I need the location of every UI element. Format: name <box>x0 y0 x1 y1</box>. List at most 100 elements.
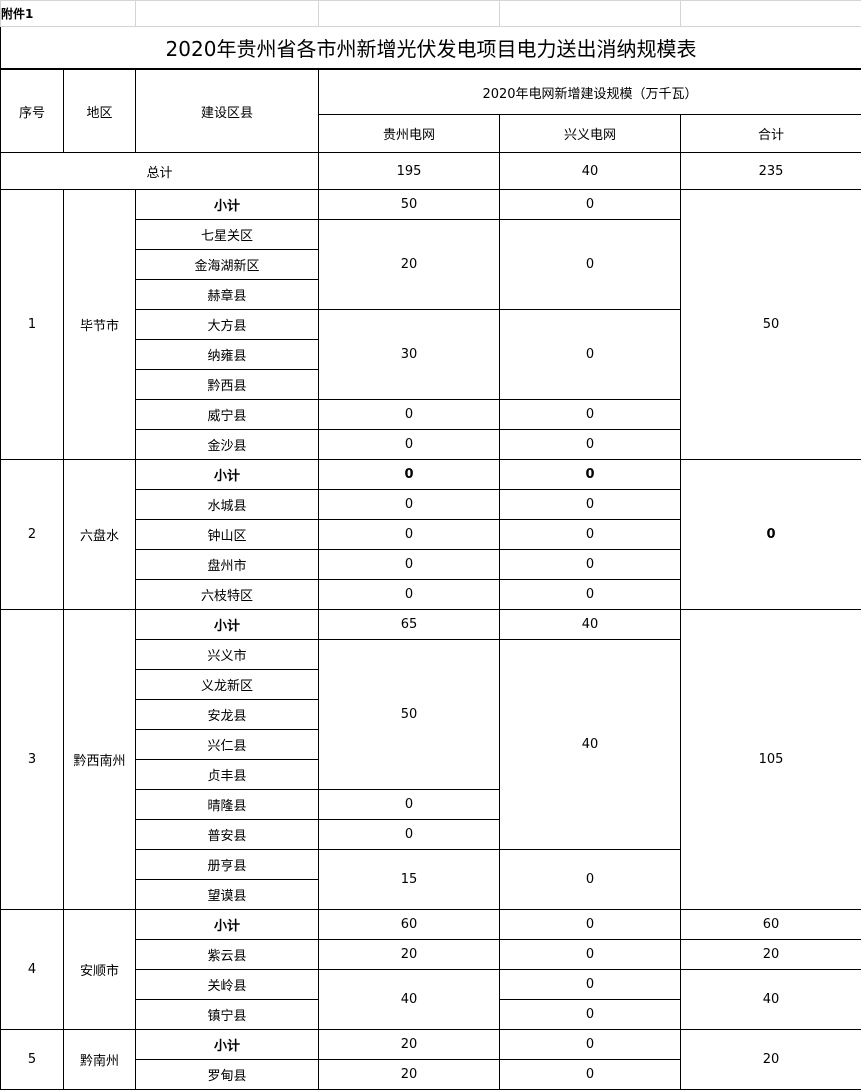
cell-xy[interactable]: 0 <box>500 970 681 1000</box>
cell-total[interactable]: 60 <box>681 910 861 940</box>
cell-xy[interactable]: 0 <box>500 940 681 970</box>
region-name[interactable]: 毕节市 <box>64 190 136 460</box>
cell-xy[interactable]: 40 <box>500 610 681 640</box>
empty-cell[interactable] <box>681 1 861 27</box>
cell-total[interactable]: 105 <box>681 610 861 910</box>
header-scale[interactable]: 2020年电网新增建设规模（万千瓦） <box>319 69 861 115</box>
county-name[interactable]: 普安县 <box>136 820 319 850</box>
county-name[interactable]: 金海湖新区 <box>136 250 319 280</box>
attachment-label[interactable]: 附件1 <box>1 1 136 27</box>
cell-xy[interactable]: 0 <box>500 220 681 310</box>
region-no[interactable]: 1 <box>1 190 64 460</box>
cell-gz[interactable]: 65 <box>319 610 500 640</box>
cell-xy[interactable]: 0 <box>500 490 681 520</box>
cell-gz[interactable]: 0 <box>319 520 500 550</box>
cell-total[interactable]: 0 <box>681 460 861 610</box>
cell-gz[interactable]: 20 <box>319 1030 500 1060</box>
region-name[interactable]: 黔西南州 <box>64 610 136 910</box>
header-county[interactable]: 建设区县 <box>136 69 319 153</box>
header-no[interactable]: 序号 <box>1 69 64 153</box>
header-region[interactable]: 地区 <box>64 69 136 153</box>
cell-xy[interactable]: 0 <box>500 1060 681 1090</box>
region-name[interactable]: 六盘水 <box>64 460 136 610</box>
county-name[interactable]: 钟山区 <box>136 520 319 550</box>
cell-gz[interactable]: 0 <box>319 550 500 580</box>
subtotal-label[interactable]: 小计 <box>136 910 319 940</box>
subtotal-label[interactable]: 小计 <box>136 1030 319 1060</box>
county-name[interactable]: 册亨县 <box>136 850 319 880</box>
header-total[interactable]: 合计 <box>681 115 861 153</box>
county-name[interactable]: 义龙新区 <box>136 670 319 700</box>
county-name[interactable]: 紫云县 <box>136 940 319 970</box>
cell-gz[interactable]: 50 <box>319 640 500 790</box>
county-name[interactable]: 晴隆县 <box>136 790 319 820</box>
cell-total[interactable]: 20 <box>681 940 861 970</box>
region-no[interactable]: 3 <box>1 610 64 910</box>
cell-xy[interactable]: 0 <box>500 580 681 610</box>
county-name[interactable]: 纳雍县 <box>136 340 319 370</box>
county-name[interactable]: 大方县 <box>136 310 319 340</box>
cell-gz[interactable]: 40 <box>319 970 500 1030</box>
region-name[interactable]: 安顺市 <box>64 910 136 1030</box>
cell-gz[interactable]: 0 <box>319 430 500 460</box>
grand-total-label[interactable]: 总计 <box>1 153 319 190</box>
cell-xy[interactable]: 0 <box>500 520 681 550</box>
county-name[interactable]: 金沙县 <box>136 430 319 460</box>
cell-gz[interactable]: 30 <box>319 310 500 400</box>
cell-gz[interactable]: 20 <box>319 1060 500 1090</box>
cell-xy[interactable]: 0 <box>500 850 681 910</box>
cell-total[interactable]: 20 <box>681 1030 861 1090</box>
page-title[interactable]: 2020年贵州省各市州新增光伏发电项目电力送出消纳规模表 <box>1 27 861 70</box>
cell-xy[interactable]: 0 <box>500 910 681 940</box>
county-name[interactable]: 赫章县 <box>136 280 319 310</box>
region-name[interactable]: 黔南州 <box>64 1030 136 1090</box>
county-name[interactable]: 六枝特区 <box>136 580 319 610</box>
cell-gz[interactable]: 60 <box>319 910 500 940</box>
cell-gz[interactable]: 15 <box>319 850 500 910</box>
cell-total[interactable]: 50 <box>681 190 861 460</box>
cell-xy[interactable]: 0 <box>500 430 681 460</box>
county-name[interactable]: 水城县 <box>136 490 319 520</box>
cell-gz[interactable]: 0 <box>319 490 500 520</box>
county-name[interactable]: 威宁县 <box>136 400 319 430</box>
cell-xy[interactable]: 0 <box>500 550 681 580</box>
county-name[interactable]: 兴仁县 <box>136 730 319 760</box>
county-name[interactable]: 关岭县 <box>136 970 319 1000</box>
region-no[interactable]: 4 <box>1 910 64 1030</box>
county-name[interactable]: 安龙县 <box>136 700 319 730</box>
cell-gz[interactable]: 0 <box>319 460 500 490</box>
cell-xy[interactable]: 0 <box>500 1000 681 1030</box>
cell-gz[interactable]: 20 <box>319 940 500 970</box>
cell-gz[interactable]: 20 <box>319 220 500 310</box>
empty-cell[interactable] <box>319 1 500 27</box>
header-guizhou-grid[interactable]: 贵州电网 <box>319 115 500 153</box>
county-name[interactable]: 盘州市 <box>136 550 319 580</box>
county-name[interactable]: 望谟县 <box>136 880 319 910</box>
cell-gz[interactable]: 0 <box>319 820 500 850</box>
cell-xy[interactable]: 40 <box>500 640 681 850</box>
subtotal-label[interactable]: 小计 <box>136 460 319 490</box>
cell-gz[interactable]: 0 <box>319 790 500 820</box>
county-name[interactable]: 七星关区 <box>136 220 319 250</box>
header-xingyi-grid[interactable]: 兴义电网 <box>500 115 681 153</box>
cell-xy[interactable]: 0 <box>500 460 681 490</box>
region-no[interactable]: 5 <box>1 1030 64 1090</box>
cell-total[interactable]: 40 <box>681 970 861 1030</box>
grand-total-gz[interactable]: 195 <box>319 153 500 190</box>
cell-gz[interactable]: 0 <box>319 580 500 610</box>
cell-xy[interactable]: 0 <box>500 190 681 220</box>
empty-cell[interactable] <box>136 1 319 27</box>
subtotal-label[interactable]: 小计 <box>136 610 319 640</box>
county-name[interactable]: 兴义市 <box>136 640 319 670</box>
cell-xy[interactable]: 0 <box>500 310 681 400</box>
empty-cell[interactable] <box>500 1 681 27</box>
county-name[interactable]: 罗甸县 <box>136 1060 319 1090</box>
grand-total-sum[interactable]: 235 <box>681 153 861 190</box>
cell-gz[interactable]: 50 <box>319 190 500 220</box>
cell-xy[interactable]: 0 <box>500 400 681 430</box>
subtotal-label[interactable]: 小计 <box>136 190 319 220</box>
cell-xy[interactable]: 0 <box>500 1030 681 1060</box>
cell-gz[interactable]: 0 <box>319 400 500 430</box>
grand-total-xy[interactable]: 40 <box>500 153 681 190</box>
county-name[interactable]: 镇宁县 <box>136 1000 319 1030</box>
